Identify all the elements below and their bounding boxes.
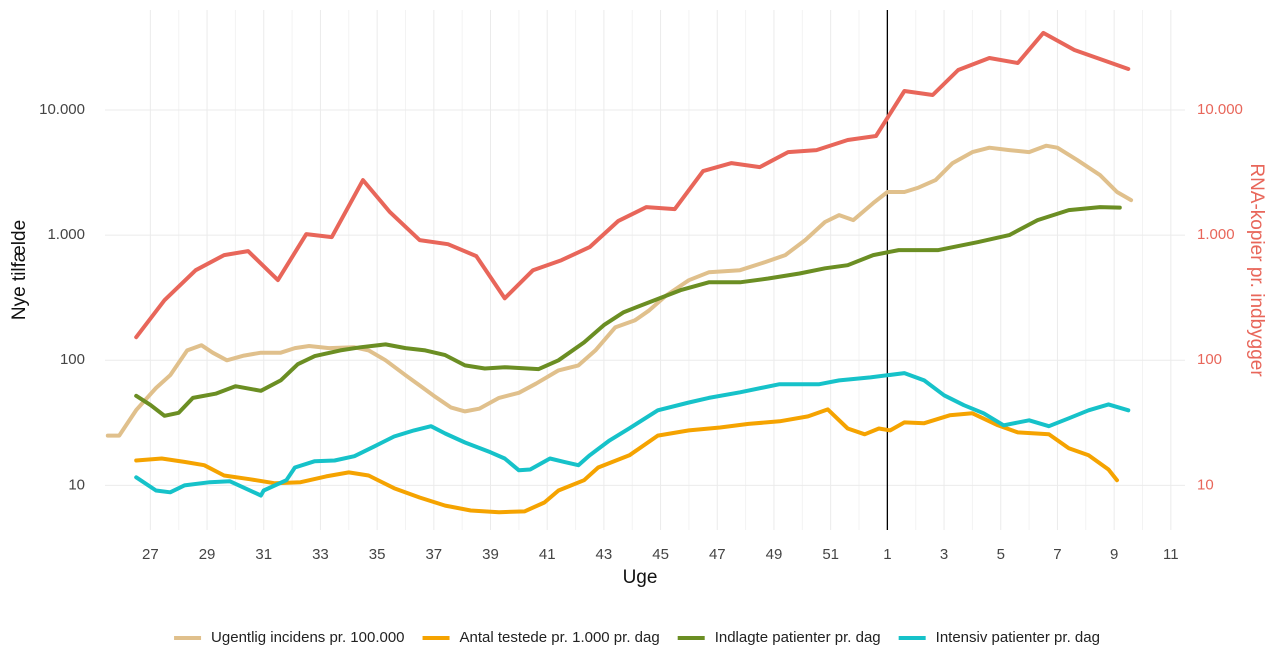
x-tick-label: 33: [312, 546, 329, 563]
series-line: [134, 371, 1131, 498]
x-tick-label: 27: [142, 546, 159, 563]
legend-label: Ugentlig incidens pr. 100.000: [211, 629, 404, 646]
x-tick-label: 51: [822, 546, 839, 563]
x-tick-label: 11: [1163, 546, 1179, 563]
legend-label: Indlagte patienter pr. dag: [715, 629, 881, 646]
x-tick-label: 39: [482, 546, 499, 563]
y-tick-label: 100: [60, 351, 85, 368]
legend: Ugentlig incidens pr. 100.000 Antal teste…: [174, 629, 1100, 646]
x-axis-title: Uge: [623, 567, 658, 588]
series-line: [134, 407, 1119, 515]
series-line: [134, 30, 1131, 340]
y-tick-label: 1.000: [47, 226, 85, 243]
y-tick-label: 10.000: [39, 101, 85, 118]
series-line: [105, 143, 1134, 438]
y-tick-label: 10: [68, 476, 85, 493]
x-tick-label: 43: [596, 546, 613, 563]
x-tick-label: 31: [255, 546, 272, 563]
x-tick-label: 5: [997, 546, 1005, 563]
x-tick-label: 1: [883, 546, 891, 563]
y2-tick-label: 10: [1197, 476, 1214, 493]
y2-axis-title: RNA-kopier pr. indbygger: [1246, 163, 1267, 377]
x-tick-label: 9: [1110, 546, 1118, 563]
x-tick-label: 41: [539, 546, 556, 563]
x-tick-label: 3: [940, 546, 948, 563]
x-tick-label: 37: [425, 546, 442, 563]
x-tick-label: 7: [1053, 546, 1061, 563]
y2-tick-label: 10.000: [1197, 101, 1243, 118]
legend-label: Antal testede pr. 1.000 pr. dag: [460, 629, 660, 646]
legend-label: Intensiv patienter pr. dag: [936, 629, 1100, 646]
series-line: [134, 205, 1122, 418]
y2-tick-label: 1.000: [1197, 226, 1235, 243]
x-tick-label: 49: [766, 546, 783, 563]
x-tick-label: 29: [199, 546, 216, 563]
x-tick-label: 45: [652, 546, 669, 563]
y-axis-title: Nye tilfælde: [9, 220, 30, 320]
x-tick-label: 35: [369, 546, 386, 563]
y2-tick-label: 100: [1197, 351, 1222, 368]
x-tick-label: 47: [709, 546, 726, 563]
